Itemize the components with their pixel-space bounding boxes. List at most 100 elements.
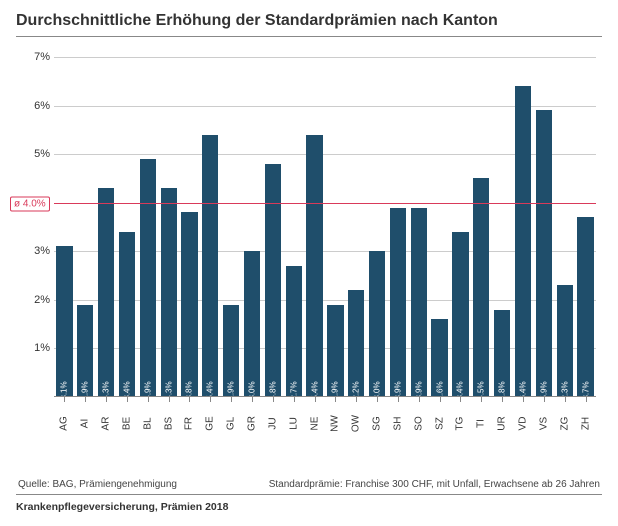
x-tick-label: VS xyxy=(538,417,549,430)
x-tick-label: SG xyxy=(372,416,383,430)
bar-wrap: 2.2%OW xyxy=(346,57,367,397)
x-tick-mark xyxy=(460,397,461,402)
x-tick-mark xyxy=(419,397,420,402)
y-tick-label: 5% xyxy=(24,148,50,160)
bar: 2.7% xyxy=(286,266,302,397)
x-tick-mark xyxy=(85,397,86,402)
x-tick-label: TI xyxy=(476,419,487,428)
bar-wrap: 2.7%LU xyxy=(283,57,304,397)
x-tick-mark xyxy=(148,397,149,402)
footer-rule xyxy=(16,494,602,495)
x-tick-label: SH xyxy=(392,417,403,431)
x-tick-label: LU xyxy=(288,417,299,430)
bar: 1.8% xyxy=(494,310,510,397)
bar: 3.4% xyxy=(452,232,468,397)
x-tick-label: GE xyxy=(205,416,216,430)
bar: 2.2% xyxy=(348,290,364,397)
chart-area: 1%2%3%4%5%6%7% 3.1%AG1.9%AI4.3%AR3.4%BE4… xyxy=(54,57,596,437)
x-tick-mark xyxy=(481,397,482,402)
bar: 3.8% xyxy=(181,212,197,397)
footer-right: Standardprämie: Franchise 300 CHF, mit U… xyxy=(269,479,600,490)
bar-wrap: 5.4%NE xyxy=(304,57,325,397)
bar-wrap: 3.0%SG xyxy=(367,57,388,397)
x-tick-label: UR xyxy=(497,416,508,430)
footer-row: Quelle: BAG, Prämiengenehmigung Standard… xyxy=(16,479,602,490)
x-tick-label: GL xyxy=(226,417,237,430)
bar-wrap: 3.8%FR xyxy=(179,57,200,397)
x-tick-label: BE xyxy=(121,417,132,430)
bar-wrap: 1.9%AI xyxy=(75,57,96,397)
title-rule xyxy=(16,36,602,37)
bar: 2.3% xyxy=(557,285,573,397)
bar: 3.1% xyxy=(56,246,72,397)
bar-wrap: 1.6%SZ xyxy=(429,57,450,397)
chart-title: Durchschnittliche Erhöhung der Standardp… xyxy=(16,12,602,30)
bar: 5.4% xyxy=(202,135,218,397)
bar-wrap: 3.9%SO xyxy=(408,57,429,397)
reference-label: ø 4.0% xyxy=(10,196,50,211)
bar: 3.0% xyxy=(369,251,385,397)
bar: 5.4% xyxy=(306,135,322,397)
bar: 1.9% xyxy=(223,305,239,397)
x-tick-mark xyxy=(586,397,587,402)
y-tick-label: 2% xyxy=(24,294,50,306)
bar: 4.8% xyxy=(265,164,281,397)
bar: 4.3% xyxy=(98,188,114,397)
x-tick-mark xyxy=(315,397,316,402)
bar: 5.9% xyxy=(536,110,552,397)
x-tick-mark xyxy=(377,397,378,402)
bar: 3.9% xyxy=(411,208,427,397)
x-tick-label: NE xyxy=(309,417,320,431)
bar-wrap: 2.3%ZG xyxy=(554,57,575,397)
x-tick-mark xyxy=(106,397,107,402)
x-tick-mark xyxy=(356,397,357,402)
footer-left: Quelle: BAG, Prämiengenehmigung xyxy=(18,479,177,490)
bar-wrap: 3.0%GR xyxy=(242,57,263,397)
x-tick-mark xyxy=(398,397,399,402)
bars: 3.1%AG1.9%AI4.3%AR3.4%BE4.9%BL4.3%BS3.8%… xyxy=(54,57,596,397)
x-tick-label: JU xyxy=(267,417,278,429)
reference-line: ø 4.0% xyxy=(54,203,596,204)
x-tick-label: AG xyxy=(59,416,70,430)
x-tick-label: ZH xyxy=(580,417,591,430)
x-tick-label: NW xyxy=(330,415,341,432)
bar-wrap: 6.4%VD xyxy=(513,57,534,397)
y-tick-label: 6% xyxy=(24,100,50,112)
y-tick-label: 1% xyxy=(24,342,50,354)
x-tick-mark xyxy=(169,397,170,402)
source-line: Krankenpflegeversicherung, Prämien 2018 xyxy=(16,501,602,513)
x-tick-mark xyxy=(565,397,566,402)
x-tick-mark xyxy=(544,397,545,402)
bar-wrap: 5.9%VS xyxy=(533,57,554,397)
x-axis-line xyxy=(54,396,596,397)
x-tick-label: BL xyxy=(142,417,153,429)
x-tick-label: OW xyxy=(351,415,362,432)
bar-wrap: 3.4%BE xyxy=(117,57,138,397)
bar-wrap: 1.9%GL xyxy=(221,57,242,397)
bar-wrap: 1.8%UR xyxy=(492,57,513,397)
chart-container: Durchschnittliche Erhöhung der Standardp… xyxy=(0,0,618,526)
bar-wrap: 4.5%TI xyxy=(471,57,492,397)
x-tick-label: ZG xyxy=(559,417,570,431)
bar: 1.9% xyxy=(327,305,343,397)
y-tick-label: 3% xyxy=(24,245,50,257)
x-tick-label: SO xyxy=(413,416,424,430)
x-tick-mark xyxy=(440,397,441,402)
x-tick-mark xyxy=(523,397,524,402)
bar-wrap: 3.1%AG xyxy=(54,57,75,397)
bar-wrap: 4.3%AR xyxy=(96,57,117,397)
bar: 1.9% xyxy=(77,305,93,397)
x-tick-label: SZ xyxy=(434,417,445,430)
bar-wrap: 4.8%JU xyxy=(262,57,283,397)
x-tick-mark xyxy=(273,397,274,402)
x-tick-mark xyxy=(127,397,128,402)
bar: 3.7% xyxy=(577,217,593,397)
x-tick-label: FR xyxy=(184,417,195,430)
x-tick-mark xyxy=(210,397,211,402)
bar-wrap: 1.9%NW xyxy=(325,57,346,397)
bar-wrap: 3.9%SH xyxy=(388,57,409,397)
bar: 1.6% xyxy=(431,319,447,397)
x-tick-mark xyxy=(294,397,295,402)
x-tick-mark xyxy=(231,397,232,402)
x-tick-label: AR xyxy=(101,417,112,431)
